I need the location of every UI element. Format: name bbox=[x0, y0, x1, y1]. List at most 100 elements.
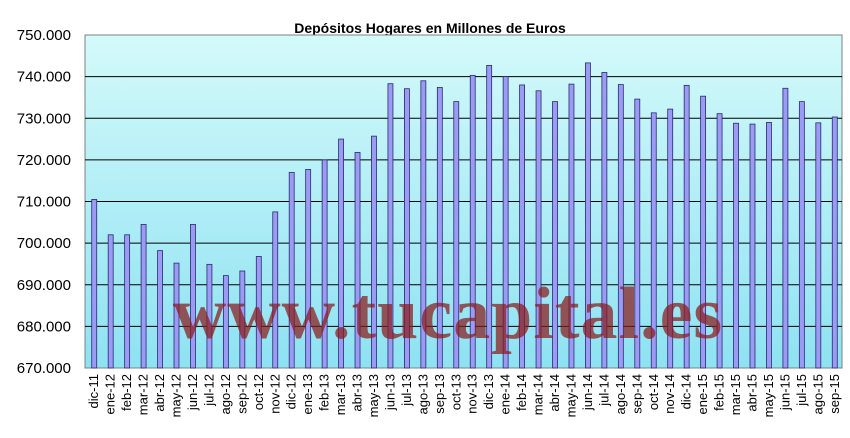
bar bbox=[173, 262, 180, 369]
x-axis: dic-11 ene-12 feb-12 mar-12 abr-12 may-12 jun-… bbox=[86, 374, 842, 417]
bar bbox=[453, 101, 460, 369]
bar bbox=[469, 74, 476, 369]
bar bbox=[124, 234, 131, 369]
x-tick-label: jun-14 bbox=[580, 374, 595, 411]
bar bbox=[585, 62, 591, 369]
y-tick-label: 690.000 bbox=[17, 277, 71, 294]
x-tick-label: ago-13 bbox=[415, 374, 430, 414]
x-tick-label: ago-12 bbox=[218, 374, 233, 414]
x-tick-label: ene-14 bbox=[498, 374, 513, 414]
bar bbox=[519, 84, 525, 369]
x-tick-label: dic-11 bbox=[86, 374, 101, 408]
y-tick-label: 730.000 bbox=[17, 110, 71, 127]
bar bbox=[371, 135, 377, 369]
y-axis: 670.000 680.000 690.000 700.000 710.000 720.0… bbox=[17, 27, 71, 377]
x-tick-label: jul-14 bbox=[596, 374, 611, 407]
bar bbox=[420, 80, 427, 369]
x-tick-label: ene-15 bbox=[695, 374, 710, 414]
bar bbox=[354, 151, 361, 369]
x-tick-label: abr-12 bbox=[152, 374, 167, 412]
bar bbox=[733, 122, 739, 369]
x-tick-label: may-15 bbox=[761, 374, 776, 417]
bar bbox=[831, 116, 838, 369]
x-tick-label: sep-13 bbox=[432, 374, 447, 414]
bar bbox=[272, 211, 279, 369]
x-tick-label: mar-12 bbox=[136, 374, 151, 415]
x-tick-label: oct-14 bbox=[646, 374, 661, 410]
x-tick-label: feb-15 bbox=[712, 374, 727, 411]
x-tick-label: nov-14 bbox=[662, 374, 677, 414]
x-tick-label: abr-15 bbox=[744, 374, 759, 412]
bar bbox=[617, 84, 624, 369]
x-tick-label: ene-13 bbox=[300, 374, 315, 414]
watermark-text: www.tucapital.es bbox=[173, 273, 723, 355]
bar bbox=[766, 122, 772, 369]
bar bbox=[140, 223, 147, 369]
y-tick-label: 700.000 bbox=[17, 235, 71, 252]
x-tick-label: sep-15 bbox=[827, 374, 842, 414]
x-tick-label: may-14 bbox=[563, 374, 578, 417]
x-tick-label: abr-13 bbox=[350, 374, 365, 412]
x-tick-label: sep-12 bbox=[234, 374, 249, 414]
bar bbox=[255, 256, 262, 369]
bar bbox=[716, 113, 723, 369]
x-tick-label: nov-13 bbox=[465, 374, 480, 414]
x-tick-label: abr-14 bbox=[547, 374, 562, 412]
y-tick-label: 750.000 bbox=[17, 27, 71, 44]
bar bbox=[222, 275, 229, 369]
bar bbox=[107, 234, 114, 369]
x-tick-label: dic-13 bbox=[481, 374, 496, 409]
x-tick-label: ene-12 bbox=[103, 374, 118, 414]
bar bbox=[667, 108, 674, 369]
bar bbox=[650, 112, 657, 369]
bar bbox=[502, 76, 509, 369]
x-tick-label: ago-15 bbox=[810, 374, 825, 414]
bar bbox=[91, 199, 98, 369]
y-tick-label: 720.000 bbox=[17, 152, 71, 169]
bar bbox=[552, 101, 558, 369]
bar bbox=[782, 87, 789, 369]
x-tick-label: oct-13 bbox=[448, 374, 463, 410]
bar bbox=[601, 72, 608, 369]
x-tick-label: oct-12 bbox=[251, 374, 266, 410]
x-tick-label: feb-14 bbox=[514, 374, 529, 411]
bar bbox=[157, 250, 163, 369]
bar bbox=[206, 263, 213, 369]
y-tick-label: 710.000 bbox=[17, 194, 71, 211]
bar bbox=[436, 87, 443, 369]
x-tick-label: mar-15 bbox=[728, 374, 743, 415]
chart-title: Depósitos Hogares en Millones de Euros bbox=[294, 20, 566, 36]
x-tick-label: feb-13 bbox=[317, 374, 332, 411]
bar bbox=[798, 101, 805, 369]
y-tick-label: 670.000 bbox=[17, 360, 71, 377]
bar bbox=[749, 123, 756, 369]
x-tick-label: feb-12 bbox=[119, 374, 134, 411]
x-tick-label: dic-12 bbox=[284, 374, 299, 409]
x-tick-label: may-13 bbox=[366, 374, 381, 417]
x-tick-label: mar-14 bbox=[531, 374, 546, 415]
bar bbox=[568, 83, 575, 369]
bar bbox=[239, 270, 246, 369]
y-tick-label: 680.000 bbox=[17, 318, 71, 335]
x-tick-label: nov-12 bbox=[267, 374, 282, 414]
bar bbox=[190, 223, 196, 369]
bar bbox=[288, 171, 295, 369]
y-tick-label: 740.000 bbox=[17, 69, 71, 86]
bars bbox=[91, 62, 838, 369]
x-tick-label: may-12 bbox=[169, 374, 184, 417]
x-tick-label: dic-14 bbox=[679, 374, 694, 409]
x-tick-label: ago-14 bbox=[613, 374, 628, 414]
bar bbox=[634, 98, 641, 369]
bar bbox=[305, 169, 312, 369]
bar bbox=[387, 83, 394, 369]
x-tick-label: jul-12 bbox=[201, 374, 216, 407]
x-tick-label: jun-13 bbox=[382, 374, 397, 411]
x-tick-label: mar-13 bbox=[333, 374, 348, 415]
bar bbox=[321, 159, 328, 369]
x-tick-label: jun-15 bbox=[777, 374, 792, 411]
bar bbox=[486, 64, 493, 369]
x-tick-label: jun-12 bbox=[185, 374, 200, 411]
x-tick-label: jul-13 bbox=[399, 374, 414, 407]
bar bbox=[683, 84, 690, 369]
